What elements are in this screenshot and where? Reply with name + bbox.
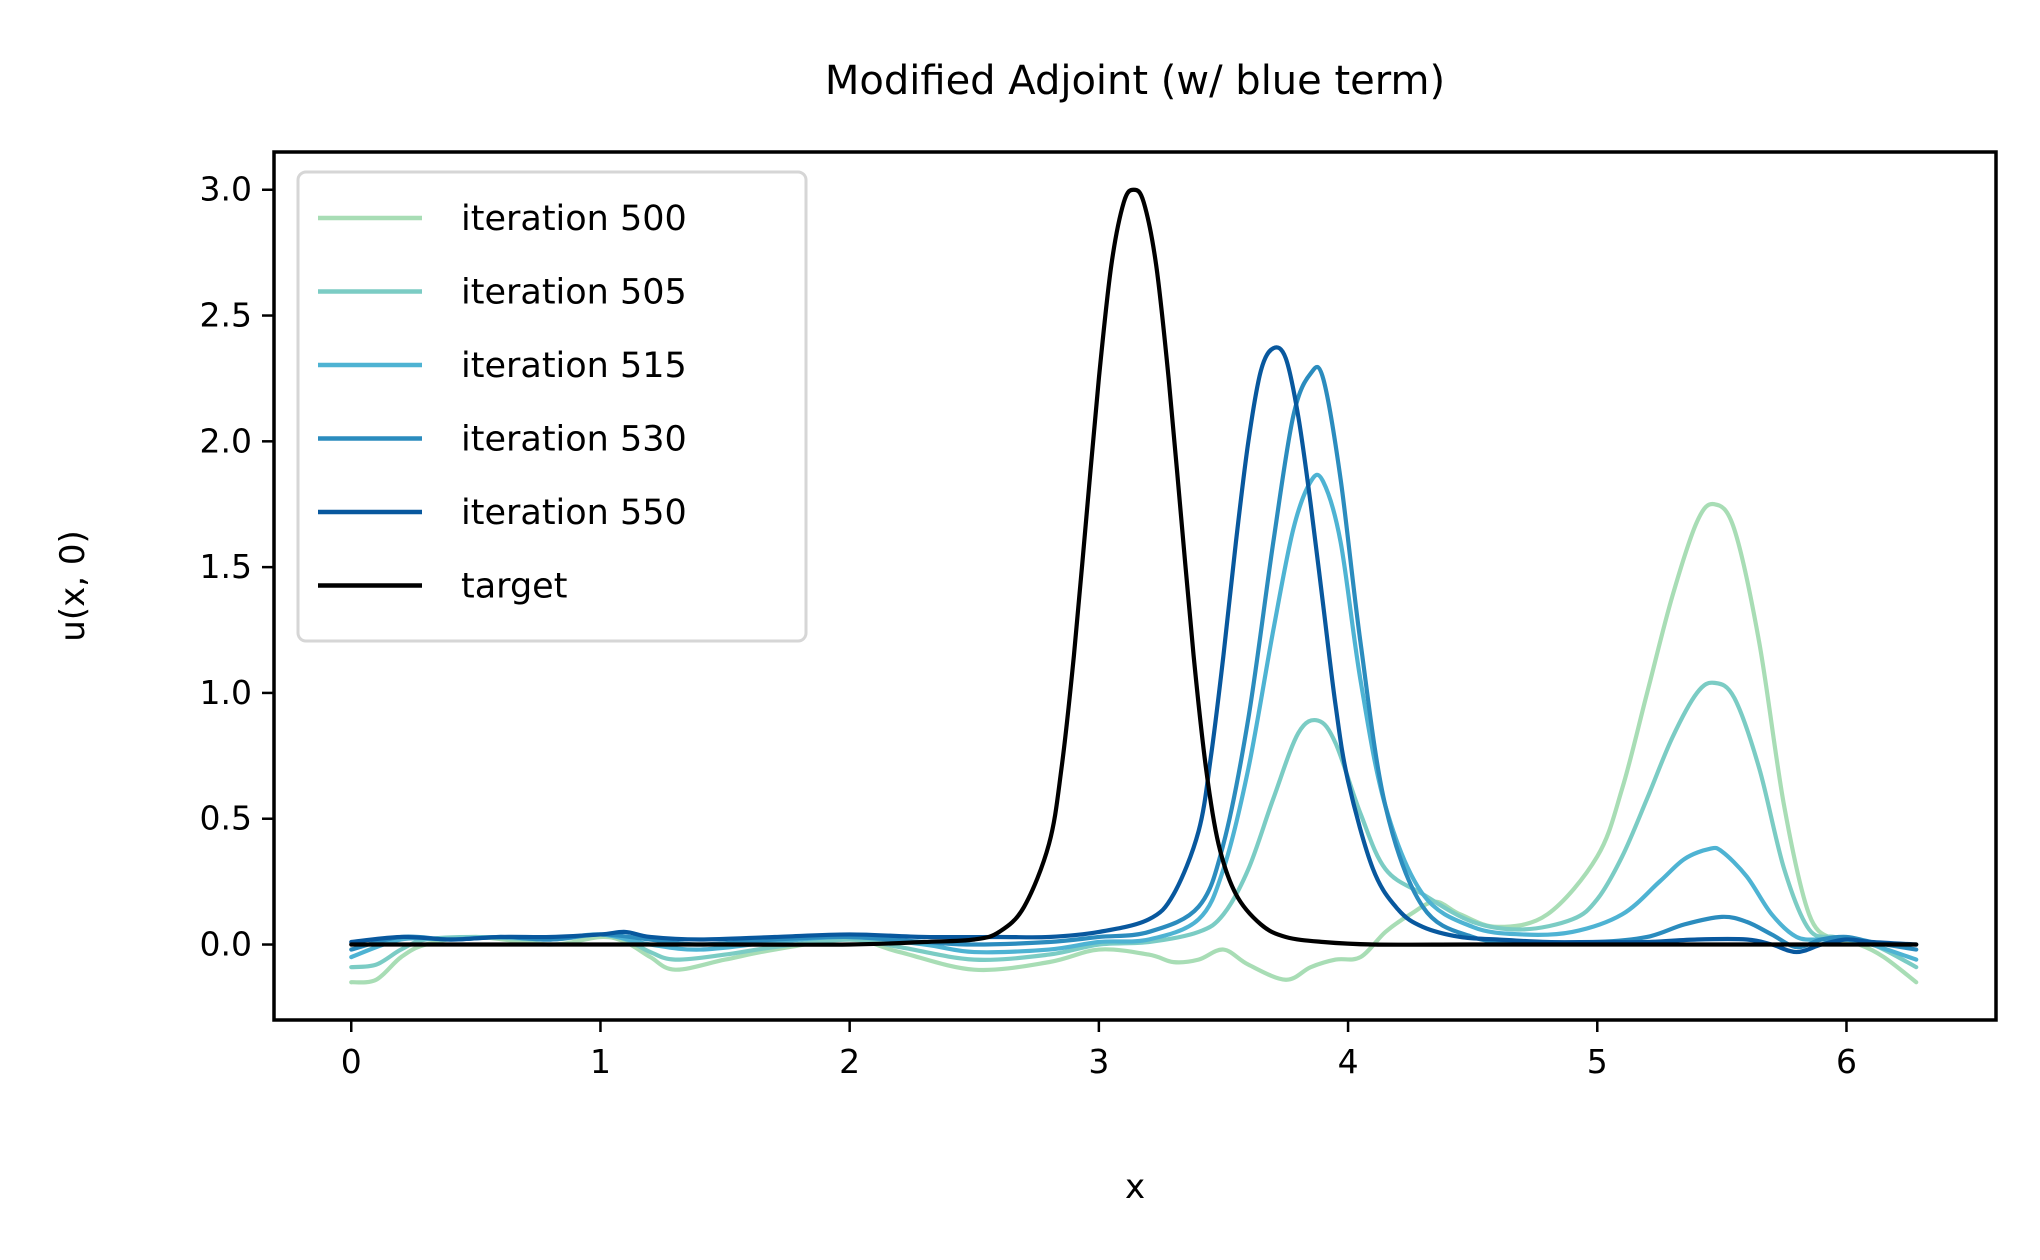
series-line-iteration-500 <box>349 501 1919 985</box>
series-line-iteration-550 <box>349 345 1919 955</box>
legend-label: iteration 530 <box>461 420 687 460</box>
legend-label: iteration 505 <box>461 273 687 313</box>
x-tick-label: 2 <box>839 1042 860 1081</box>
series-line-target <box>349 187 1919 947</box>
x-tick-label: 5 <box>1587 1042 1608 1081</box>
plot-area <box>272 150 1998 1022</box>
x-tick-label: 0 <box>341 1042 362 1081</box>
x-tick-label: 1 <box>590 1042 611 1081</box>
y-axis: 0.0 0.5 1.0 1.5 2.0 2.5 3.0 <box>200 170 274 964</box>
y-tick-label: 2.0 <box>200 421 252 460</box>
x-axis: 0 1 2 3 4 5 6 <box>341 1020 1857 1081</box>
series-layer <box>349 187 1919 985</box>
y-tick-label: 2.5 <box>200 296 252 335</box>
x-axis-label: x <box>1125 1167 1145 1207</box>
x-tick-label: 4 <box>1338 1042 1359 1081</box>
x-tick-label: 3 <box>1088 1042 1109 1081</box>
x-tick-label: 6 <box>1836 1042 1857 1081</box>
y-tick-label: 3.0 <box>200 170 252 209</box>
legend-label: iteration 550 <box>461 493 687 533</box>
y-tick-label: 1.0 <box>200 673 252 712</box>
y-axis-label: u(x, 0) <box>53 530 93 641</box>
plot-frame <box>272 150 1998 1022</box>
legend-label: target <box>461 567 567 607</box>
legend: iteration 500 iteration 505 iteration 515 i… <box>296 170 808 643</box>
y-tick-label: 0.5 <box>200 799 252 838</box>
legend-label: iteration 500 <box>461 199 687 239</box>
y-tick-label: 1.5 <box>200 547 252 586</box>
chart-title: Modified Adjoint (w/ blue term) <box>825 58 1445 104</box>
y-tick-label: 0.0 <box>200 925 252 964</box>
legend-box <box>296 170 808 643</box>
legend-label: iteration 515 <box>461 346 687 386</box>
